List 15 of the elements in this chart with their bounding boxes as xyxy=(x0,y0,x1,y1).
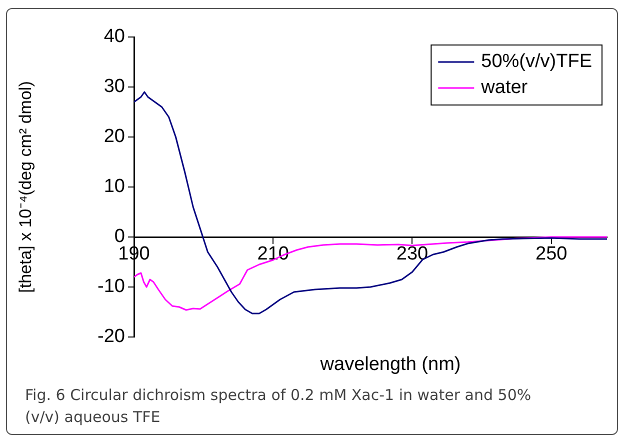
y-tick-label: -10 xyxy=(98,276,125,298)
caption: Fig. 6 Circular dichroism spectra of 0.2 mM Xac-1 in water and 50%(v/v) aqueous TFE xyxy=(25,385,532,428)
y-tick-label: -20 xyxy=(98,326,125,348)
y-tick-label: 20 xyxy=(104,126,125,148)
legend-label: water xyxy=(480,77,528,98)
legend-label: 50%(v/v)TFE xyxy=(481,51,592,72)
y-axis-title: [theta] x 10⁻⁴(deg cm² dmol) xyxy=(16,81,35,293)
x-tick-label: 230 xyxy=(396,244,428,265)
y-tick-label: 40 xyxy=(104,26,125,48)
y-tick-label: 30 xyxy=(104,76,125,98)
x-axis-title: wavelength (nm) xyxy=(319,354,461,376)
y-tick-label: 10 xyxy=(104,176,125,198)
x-tick-label: 210 xyxy=(257,244,289,265)
x-tick-label: 250 xyxy=(536,244,568,265)
y-tick-label: 0 xyxy=(114,226,125,248)
